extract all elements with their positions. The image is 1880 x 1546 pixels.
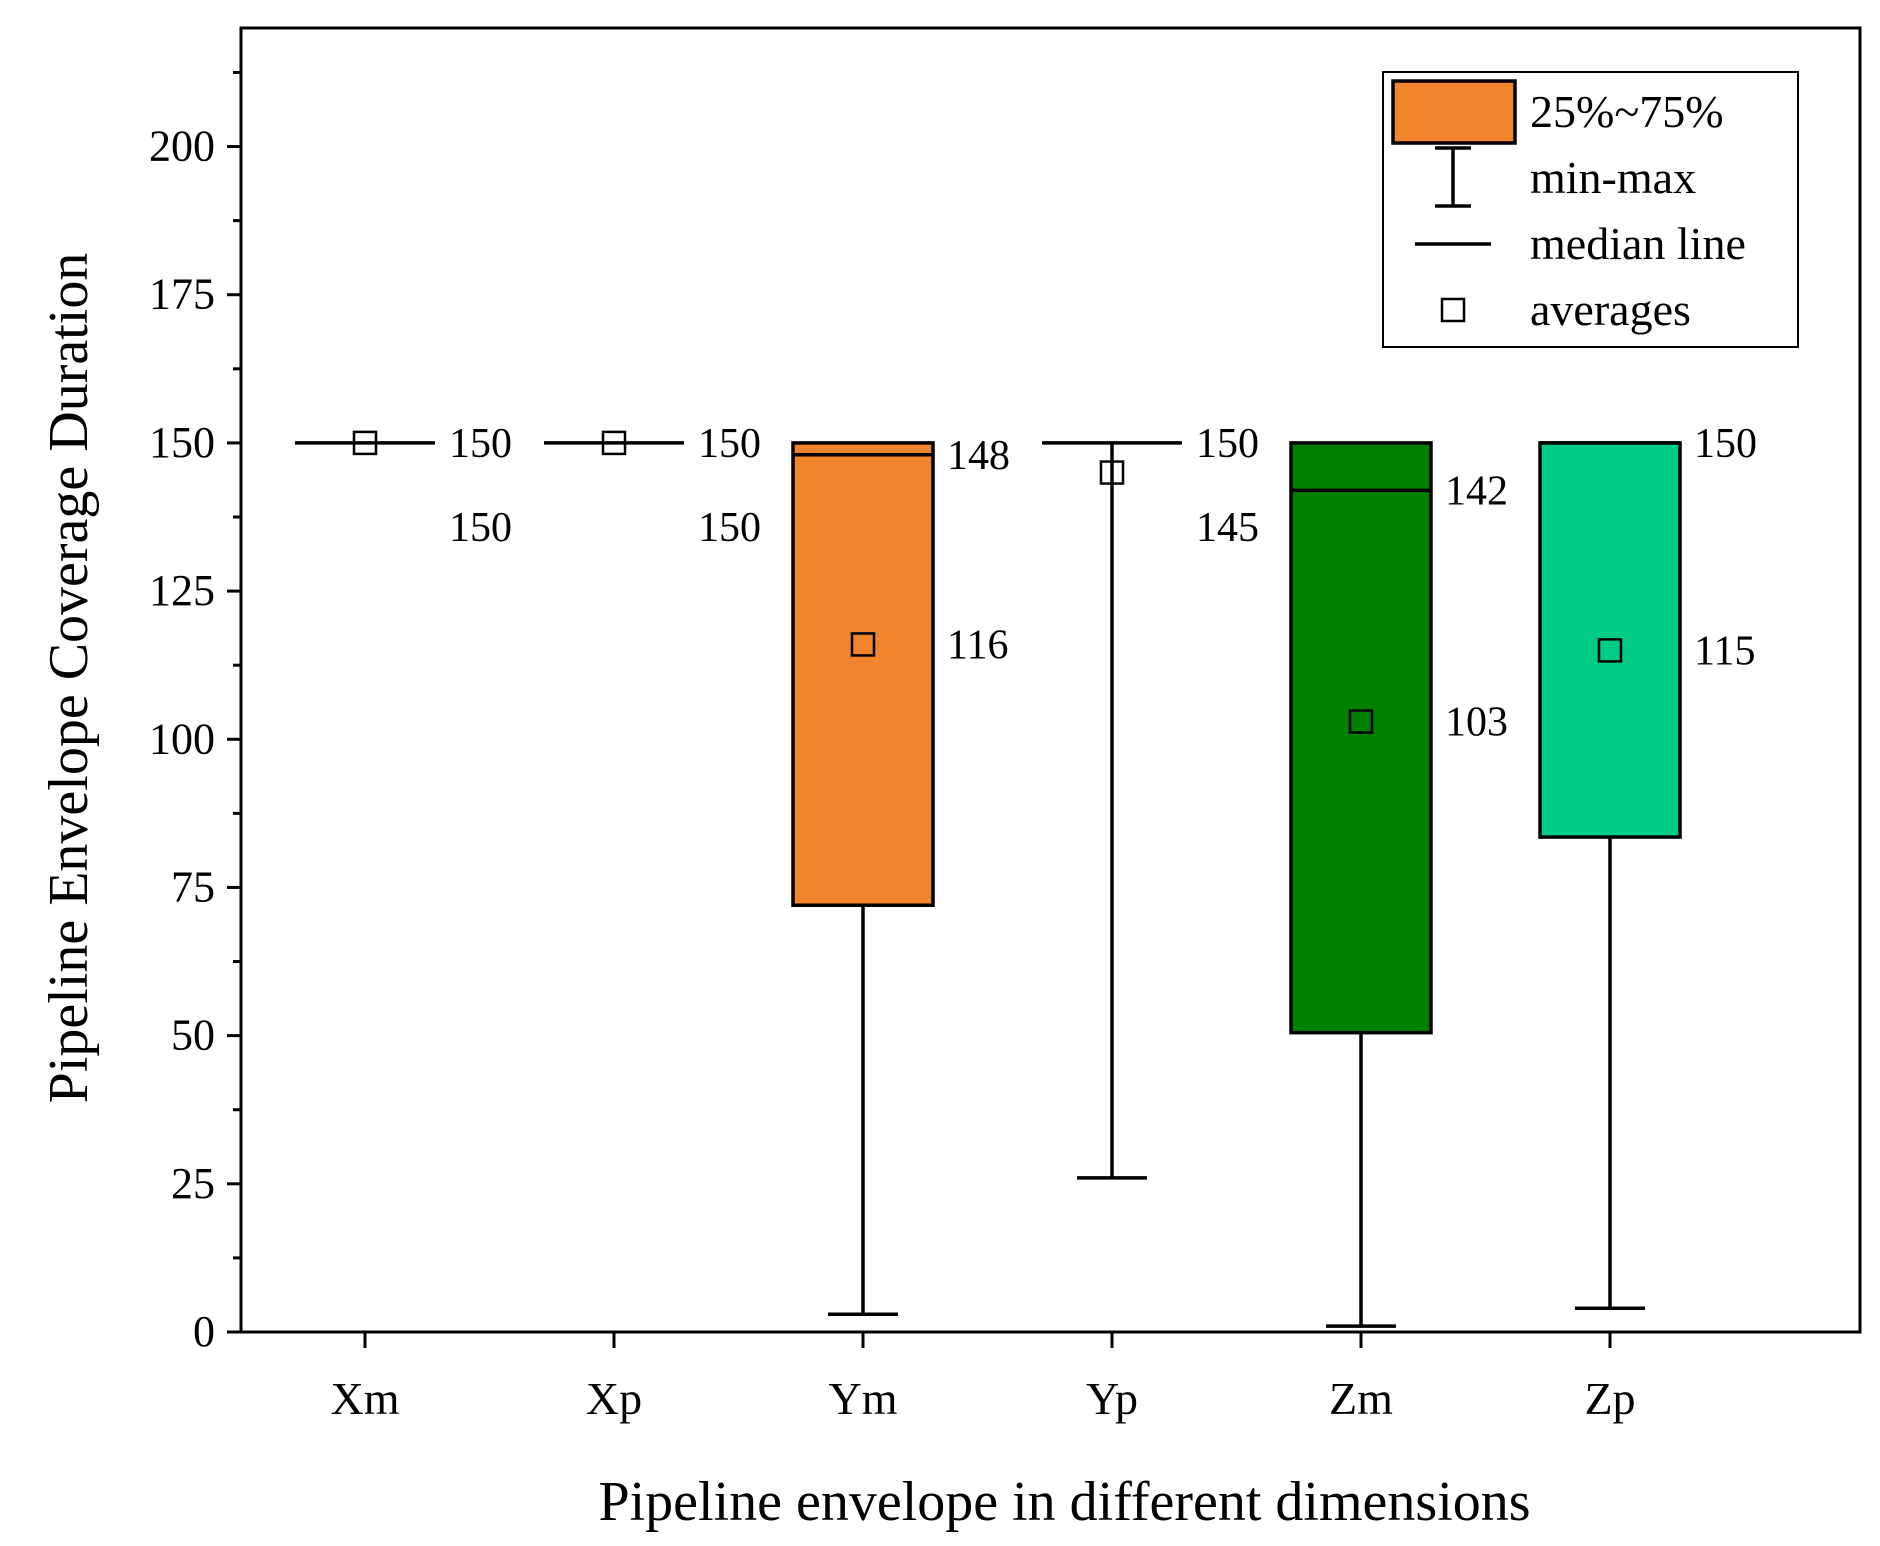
median-label-xm: 150 — [449, 421, 512, 467]
iqr-box-zm — [1289, 441, 1433, 1035]
x-tick-label: Xp — [586, 1373, 642, 1424]
mean-label-xm: 150 — [449, 505, 512, 551]
plot-frame — [239, 26, 1862, 1334]
y-tick-label: 0 — [193, 1307, 215, 1356]
mean-label-yp: 145 — [1196, 505, 1259, 551]
median-label-yp: 150 — [1196, 421, 1259, 467]
x-axis-title: Pipeline envelope in different dimension… — [598, 1471, 1530, 1533]
legend-label: median line — [1530, 218, 1746, 269]
y-tick-label: 50 — [171, 1011, 215, 1060]
y-tick-label: 75 — [171, 862, 215, 911]
mean-marker-zp — [1597, 638, 1623, 663]
iqr-box-ym — [791, 441, 935, 907]
x-tick-label: Zm — [1329, 1373, 1393, 1424]
median-label-xp: 150 — [698, 421, 761, 467]
mean-label-xp: 150 — [698, 505, 761, 551]
x-tick-label: Xm — [331, 1373, 400, 1424]
y-tick-label: 100 — [149, 714, 215, 763]
median-label-ym: 148 — [947, 433, 1010, 479]
legend-average-symbol — [1440, 297, 1466, 323]
y-tick-label: 25 — [171, 1159, 215, 1208]
y-tick-label: 200 — [149, 122, 215, 171]
mean-marker-xm — [352, 430, 378, 456]
mean-label-ym: 116 — [947, 622, 1008, 668]
legend-box-swatch — [1391, 79, 1517, 145]
mean-marker-yp — [1099, 460, 1125, 485]
median-label-zm: 142 — [1445, 468, 1508, 514]
legend-label: min-max — [1530, 152, 1696, 203]
x-tick-label: Yp — [1086, 1373, 1138, 1424]
y-tick-label: 175 — [149, 270, 215, 319]
y-tick-label: 150 — [149, 418, 215, 467]
x-tick-label: Zp — [1584, 1373, 1635, 1424]
legend: 25%~75% min-max median line averages — [1382, 71, 1799, 348]
mean-label-zm: 103 — [1445, 699, 1508, 745]
axes-layer: 0 25 50 75 100 125 150 175 200 Xm Xp Ym Yp Zm Zp Pipeli… — [38, 26, 1862, 1533]
mean-marker-zm — [1348, 709, 1374, 734]
mean-marker-xp — [601, 430, 627, 456]
y-axis-title: Pipeline Envelope Coverage Duration — [38, 253, 100, 1104]
boxes-layer: 150 150 150 150 148 116 150 145 142 103 150 115 — [295, 421, 1757, 1328]
mean-marker-ym — [850, 632, 876, 657]
x-tick-label: Ym — [829, 1373, 898, 1424]
y-tick-label: 125 — [149, 566, 215, 615]
legend-label: averages — [1530, 284, 1691, 335]
mean-label-zp: 115 — [1694, 628, 1755, 674]
legend-label: 25%~75% — [1530, 86, 1724, 137]
median-label-zp: 150 — [1694, 421, 1757, 467]
